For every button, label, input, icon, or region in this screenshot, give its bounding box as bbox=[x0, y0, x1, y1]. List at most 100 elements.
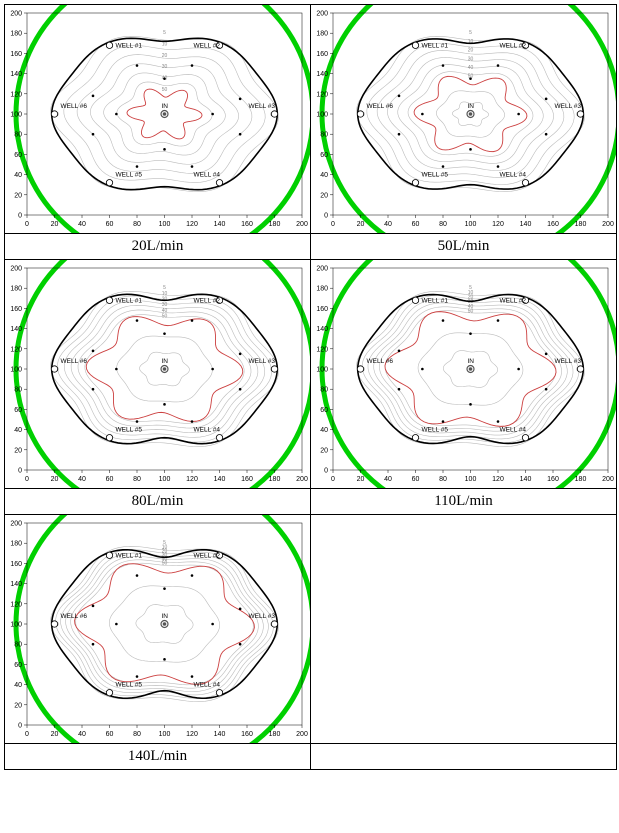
svg-text:20: 20 bbox=[51, 221, 59, 228]
well-marker bbox=[106, 434, 112, 440]
svg-text:180: 180 bbox=[575, 221, 587, 228]
contour-plot: 5102030405000WELL #1WELL #2WELL #3WELL #… bbox=[311, 5, 616, 233]
svg-text:180: 180 bbox=[316, 286, 328, 293]
svg-text:200: 200 bbox=[10, 266, 22, 273]
well-label: WELL #2 bbox=[194, 297, 221, 304]
well-marker bbox=[106, 42, 112, 48]
well-label: WELL #6 bbox=[61, 103, 88, 110]
well-marker bbox=[522, 434, 528, 440]
svg-text:40: 40 bbox=[78, 221, 86, 228]
well-marker bbox=[216, 434, 222, 440]
panel-3-chart: 5102030405000WELL #1WELL #2WELL #3WELL #… bbox=[311, 260, 617, 489]
svg-text:0: 0 bbox=[324, 468, 328, 475]
svg-text:80: 80 bbox=[14, 132, 22, 139]
svg-text:80: 80 bbox=[320, 387, 328, 394]
well-marker bbox=[271, 366, 277, 372]
well-marker bbox=[412, 42, 418, 48]
svg-text:140: 140 bbox=[10, 326, 22, 333]
well-label: WELL #5 bbox=[116, 172, 143, 179]
svg-text:120: 120 bbox=[10, 346, 22, 353]
svg-text:100: 100 bbox=[316, 112, 328, 119]
well-marker bbox=[51, 366, 57, 372]
svg-text:180: 180 bbox=[10, 541, 22, 548]
svg-text:120: 120 bbox=[316, 346, 328, 353]
well-label: WELL #2 bbox=[194, 42, 221, 49]
well-marker bbox=[106, 297, 112, 303]
svg-text:60: 60 bbox=[412, 476, 420, 483]
svg-text:80: 80 bbox=[320, 132, 328, 139]
svg-text:40: 40 bbox=[14, 427, 22, 434]
svg-text:30: 30 bbox=[162, 64, 168, 70]
svg-text:0: 0 bbox=[25, 221, 29, 228]
empty-cell bbox=[311, 744, 617, 770]
svg-text:50: 50 bbox=[468, 308, 474, 314]
svg-text:140: 140 bbox=[520, 476, 532, 483]
svg-text:40: 40 bbox=[384, 221, 392, 228]
well-label: WELL #5 bbox=[116, 682, 143, 689]
svg-text:60: 60 bbox=[320, 152, 328, 159]
well-label: WELL #6 bbox=[61, 358, 88, 365]
well-label: WELL #4 bbox=[500, 172, 527, 179]
svg-text:160: 160 bbox=[241, 476, 253, 483]
well-label: WELL #6 bbox=[367, 358, 394, 365]
empty-cell bbox=[311, 515, 617, 744]
svg-text:80: 80 bbox=[133, 221, 141, 228]
svg-text:20: 20 bbox=[357, 476, 365, 483]
svg-text:140: 140 bbox=[10, 581, 22, 588]
panel-0-caption: 20L/min bbox=[5, 234, 311, 260]
well-label: WELL #1 bbox=[116, 552, 143, 559]
contour-plot: 5102030405000WELL #1WELL #2WELL #3WELL #… bbox=[5, 5, 310, 233]
well-marker bbox=[51, 621, 57, 627]
svg-text:140: 140 bbox=[214, 476, 226, 483]
svg-text:20: 20 bbox=[14, 702, 22, 709]
well-marker bbox=[577, 366, 583, 372]
panel-4-chart: 5102030405000WELL #1WELL #2WELL #3WELL #… bbox=[5, 515, 311, 744]
svg-text:100: 100 bbox=[465, 221, 477, 228]
svg-text:180: 180 bbox=[10, 31, 22, 38]
inlet-label: IN bbox=[162, 103, 169, 110]
well-label: WELL #3 bbox=[249, 358, 276, 365]
panel-2-chart: 5102030405000WELL #1WELL #2WELL #3WELL #… bbox=[5, 260, 311, 489]
svg-text:20: 20 bbox=[357, 221, 365, 228]
svg-text:60: 60 bbox=[412, 221, 420, 228]
well-marker bbox=[216, 179, 222, 185]
well-marker bbox=[577, 111, 583, 117]
svg-text:120: 120 bbox=[10, 91, 22, 98]
inlet-label: IN bbox=[162, 613, 169, 620]
svg-text:160: 160 bbox=[316, 306, 328, 313]
svg-text:0: 0 bbox=[25, 476, 29, 483]
well-label: WELL #2 bbox=[500, 42, 527, 49]
svg-text:180: 180 bbox=[575, 476, 587, 483]
svg-text:180: 180 bbox=[10, 286, 22, 293]
svg-text:100: 100 bbox=[10, 367, 22, 374]
svg-text:200: 200 bbox=[296, 476, 308, 483]
well-label: WELL #3 bbox=[249, 613, 276, 620]
svg-text:20: 20 bbox=[14, 447, 22, 454]
svg-text:120: 120 bbox=[10, 601, 22, 608]
svg-text:200: 200 bbox=[10, 11, 22, 18]
well-marker bbox=[216, 689, 222, 695]
svg-text:120: 120 bbox=[186, 476, 198, 483]
svg-text:50: 50 bbox=[162, 314, 168, 320]
svg-text:10: 10 bbox=[162, 42, 168, 48]
svg-text:5: 5 bbox=[163, 30, 166, 36]
svg-text:120: 120 bbox=[492, 476, 504, 483]
svg-text:20: 20 bbox=[162, 53, 168, 59]
svg-text:60: 60 bbox=[14, 407, 22, 414]
panel-0-chart: 5102030405000WELL #1WELL #2WELL #3WELL #… bbox=[5, 5, 311, 234]
well-label: WELL #4 bbox=[500, 427, 527, 434]
svg-text:20: 20 bbox=[51, 476, 59, 483]
svg-text:100: 100 bbox=[465, 476, 477, 483]
svg-text:80: 80 bbox=[14, 642, 22, 649]
svg-text:40: 40 bbox=[468, 65, 474, 71]
svg-text:40: 40 bbox=[384, 476, 392, 483]
svg-text:60: 60 bbox=[106, 731, 114, 738]
well-label: WELL #5 bbox=[116, 427, 143, 434]
contour-plot: 5102030405000WELL #1WELL #2WELL #3WELL #… bbox=[5, 515, 310, 743]
svg-text:40: 40 bbox=[14, 682, 22, 689]
svg-text:0: 0 bbox=[331, 476, 335, 483]
inlet-label: IN bbox=[162, 358, 169, 365]
svg-text:40: 40 bbox=[320, 427, 328, 434]
well-label: WELL #1 bbox=[422, 297, 449, 304]
well-marker bbox=[357, 366, 363, 372]
